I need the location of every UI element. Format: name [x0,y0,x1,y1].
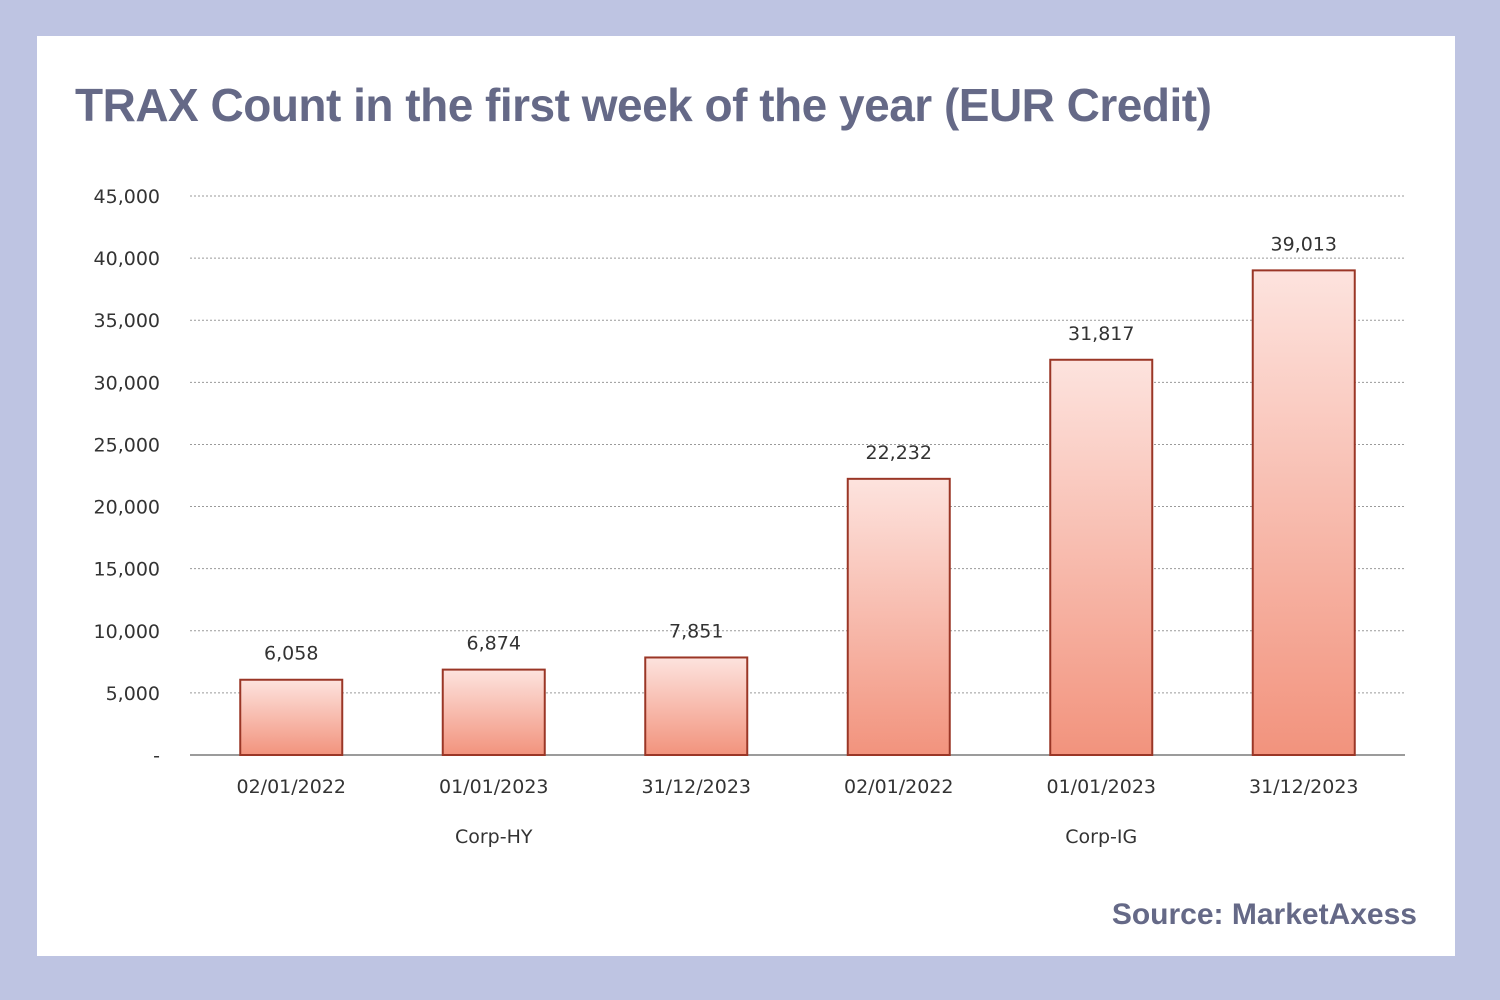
source-note: Source: MarketAxess [1111,898,1417,931]
bars [239,269,1356,757]
x-axis-group-labels: Corp-HY Corp-IG [455,826,1137,848]
bar [441,668,546,756]
y-tick-label: - [153,745,160,767]
x-category-label: 31/12/2023 [1249,776,1359,798]
y-tick-label: 25,000 [94,434,160,456]
y-tick-label: 10,000 [94,621,160,643]
y-tick-label: 40,000 [94,248,160,270]
y-tick-label: 5,000 [106,683,160,705]
y-axis-tick-labels: - 5,000 10,000 15,000 20,000 25,000 30,000 35,0… [94,186,160,767]
data-labels: 6,058 6,874 7,851 22,232 31,817 39,013 [264,233,1337,664]
x-category-label: 01/01/2023 [1046,776,1156,798]
data-label: 6,874 [467,633,521,655]
bar [1049,358,1154,756]
x-category-label: 02/01/2022 [236,776,346,798]
x-group-label: Corp-IG [1065,826,1137,848]
x-category-label: 02/01/2022 [844,776,954,798]
bar [846,477,951,756]
y-tick-label: 15,000 [94,559,160,581]
chart-card: TRAX Count in the first week of the year… [37,36,1455,956]
data-label: 7,851 [669,620,723,642]
y-tick-label: 35,000 [94,310,160,332]
data-label: 31,817 [1068,323,1134,345]
y-tick-label: 20,000 [94,497,160,519]
x-group-label: Corp-HY [455,826,533,848]
chart-title: TRAX Count in the first week of the year… [75,79,1212,131]
bar [239,678,344,756]
x-category-label: 01/01/2023 [439,776,549,798]
data-label: 6,058 [264,643,318,665]
bar [644,656,749,757]
x-category-label: 31/12/2023 [641,776,751,798]
y-tick-label: 30,000 [94,372,160,394]
data-label: 39,013 [1271,233,1337,255]
gridlines [190,195,1405,756]
x-axis-category-labels: 02/01/2022 01/01/2023 31/12/2023 02/01/2022… [236,776,1358,798]
bar [1251,269,1356,756]
y-tick-label: 45,000 [94,186,160,208]
data-label: 22,232 [866,442,932,464]
